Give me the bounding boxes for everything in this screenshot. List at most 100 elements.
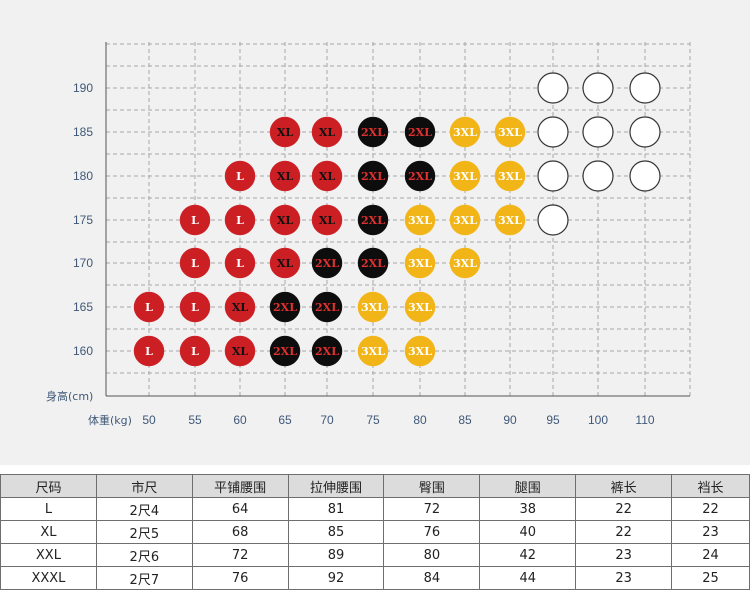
size-dot-xl: [269, 247, 301, 279]
header-cell: 市尺: [95, 474, 193, 498]
size-dot-label: 2XL: [315, 345, 339, 358]
size-dot-label: 2XL: [273, 301, 297, 314]
size-dot-xl: [269, 204, 301, 236]
size-dot-4xl: [537, 204, 569, 236]
size-dot-label: XL: [277, 170, 294, 183]
size-dot-xl: [311, 116, 343, 148]
table-cell: 22: [671, 497, 750, 521]
size-dot-4xl: [629, 160, 661, 192]
size-dot-label: 3XL: [453, 126, 477, 139]
size-dot-4xl: [629, 72, 661, 104]
size-dot-3xl: [404, 335, 436, 367]
size-dot-2xl: [357, 204, 389, 236]
y-tick-label: 160: [73, 344, 93, 358]
size-dot-label: L: [191, 257, 199, 270]
size-dot-label: 3XL: [408, 257, 432, 270]
size-dot-label: 2XL: [361, 257, 385, 270]
size-dot-l: [179, 247, 211, 279]
table-cell: 42: [479, 543, 577, 567]
size-dot-4xl: [582, 72, 614, 104]
size-dot-label: 3XL: [408, 301, 432, 314]
size-dot-label: 3XL: [408, 345, 432, 358]
size-dot-4xl: [582, 116, 614, 148]
size-dot-label: 2XL: [315, 257, 339, 270]
table-cell: 2尺4: [95, 497, 193, 521]
y-tick-label: 190: [73, 81, 93, 95]
size-dot-l: [179, 291, 211, 323]
table-cell: 72: [383, 497, 481, 521]
size-dot-3xl: [404, 247, 436, 279]
size-dot-3xl: [449, 116, 481, 148]
x-tick-label: 65: [278, 413, 292, 427]
x-axis-title: 体重(kg): [88, 413, 132, 427]
size-dot-3xl: [404, 204, 436, 236]
x-tick-label: 75: [366, 413, 380, 427]
table-cell: 23: [671, 520, 750, 544]
size-dot-3xl: [494, 116, 526, 148]
x-tick-label: 90: [503, 413, 517, 427]
size-dot-label: 2XL: [361, 170, 385, 183]
table-cell: 92: [287, 566, 385, 590]
table-cell: 2尺6: [95, 543, 193, 567]
table-cell: 76: [191, 566, 289, 590]
size-dot-2xl: [357, 247, 389, 279]
size-dot-xl: [269, 160, 301, 192]
size-dot-xl: [269, 116, 301, 148]
table-cell: 22: [575, 520, 673, 544]
table-cell: 23: [575, 543, 673, 567]
table-cell: 89: [287, 543, 385, 567]
table-cell: 85: [287, 520, 385, 544]
size-dot-label: L: [191, 301, 199, 314]
size-dot-label: 3XL: [453, 214, 477, 227]
x-tick-label: 70: [320, 413, 334, 427]
size-dot-label: XL: [277, 257, 294, 270]
table-cell: 22: [575, 497, 673, 521]
size-dot-3xl: [494, 204, 526, 236]
x-tick-label: 50: [142, 413, 156, 427]
header-cell: 尺码: [0, 474, 97, 498]
x-tick-label: 60: [233, 413, 247, 427]
size-dot-label: XL: [319, 214, 336, 227]
x-tick-label: 80: [413, 413, 427, 427]
table-cell: 23: [575, 566, 673, 590]
size-dot-label: 3XL: [498, 126, 522, 139]
size-dot-2xl: [404, 160, 436, 192]
x-tick-label: 85: [458, 413, 472, 427]
table-cell: 84: [383, 566, 481, 590]
table-header-row: 尺码 市尺 平铺腰围 拉伸腰围 臀围 腿围 裤长 裆长: [0, 474, 750, 498]
size-chart-panel: 190 185 180 175 170 165 160 50 55 60 65 70 75 80 85 90 9…: [0, 0, 750, 465]
table-cell: 24: [671, 543, 750, 567]
size-dot-l: [133, 335, 165, 367]
size-dot-label: L: [236, 170, 244, 183]
size-dot-label: L: [236, 257, 244, 270]
size-dot-l: [224, 160, 256, 192]
size-dot-label: L: [145, 345, 153, 358]
size-dot-label: 3XL: [361, 345, 385, 358]
table-cell: 38: [479, 497, 577, 521]
table-cell: XXL: [0, 543, 97, 567]
table-cell: 2尺7: [95, 566, 193, 590]
table-row: XL 2尺5 68 85 76 40 22 23: [0, 520, 750, 544]
y-tick-label: 170: [73, 256, 93, 270]
table-cell: 68: [191, 520, 289, 544]
size-dot-label: L: [145, 301, 153, 314]
y-tick-label: 180: [73, 169, 93, 183]
y-tick-label: 165: [73, 300, 93, 314]
size-dot-2xl: [311, 247, 343, 279]
size-dot-label: XL: [277, 214, 294, 227]
size-dot-xl: [311, 160, 343, 192]
header-cell: 裤长: [575, 474, 673, 498]
header-cell: 裆长: [671, 474, 750, 498]
table-row: XXXL 2尺7 76 92 84 44 23 25: [0, 566, 750, 590]
header-cell: 平铺腰围: [191, 474, 289, 498]
table-cell: 40: [479, 520, 577, 544]
size-dot-4xl: [629, 116, 661, 148]
size-dot-label: 3XL: [498, 214, 522, 227]
table-row: L 2尺4 64 81 72 38 22 22: [0, 497, 750, 521]
size-dot-label: 3XL: [453, 170, 477, 183]
size-dot-3xl: [357, 291, 389, 323]
size-dot-2xl: [269, 291, 301, 323]
x-tick-label: 55: [188, 413, 202, 427]
size-dot-label: XL: [232, 301, 249, 314]
size-dot-label: L: [191, 345, 199, 358]
